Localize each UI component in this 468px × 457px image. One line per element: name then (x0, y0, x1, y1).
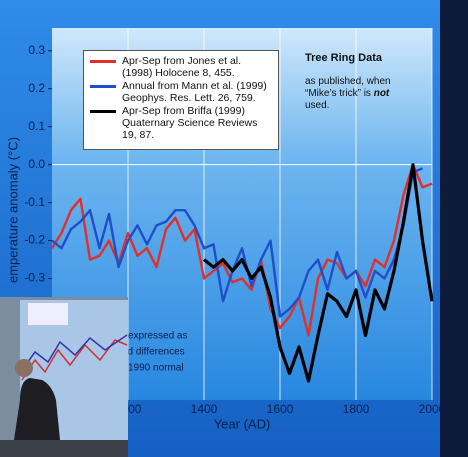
x-axis-label: Year (AD) (214, 416, 271, 431)
y-tick-label: -0.3 (24, 271, 45, 285)
x-tick-label: 1400 (191, 402, 218, 416)
legend-swatch (90, 85, 116, 88)
annotation-heading: Tree Ring Data (305, 52, 383, 64)
inset-floor (0, 440, 128, 457)
presenter-head (15, 359, 33, 377)
annotation: 1990 normal (128, 363, 184, 374)
legend: Apr-Sep from Jones et al. (1998) Holocen… (83, 50, 279, 150)
annotation: as published, when (305, 76, 391, 87)
annotation: expressed as (128, 331, 187, 342)
annotation-block: Tree Ring Data as published, when “Mike’… (305, 52, 391, 112)
y-axis-label: emperature anomaly (°C) (5, 137, 20, 283)
x-tick-label: 1600 (267, 402, 294, 416)
series-line (203, 163, 434, 383)
legend-label: Annual from Mann et al. (1999) Geophys. … (122, 80, 267, 104)
y-tick-label: -0.1 (24, 195, 45, 209)
y-tick-label: -0.2 (24, 233, 45, 247)
legend-swatch (90, 110, 116, 113)
legend-swatch (90, 60, 116, 63)
legend-label: Apr-Sep from Briffa (1999) Quaternary Sc… (122, 105, 258, 141)
series-line (51, 167, 423, 318)
y-tick-label: 0.0 (28, 157, 45, 171)
x-tick-label: 2000 (419, 402, 446, 416)
annotation: ed differences (122, 347, 185, 358)
inset-line (21, 334, 128, 371)
annotation-emphasis: not (373, 88, 390, 99)
y-tick-label: 0.1 (28, 119, 45, 133)
frame-edge (440, 0, 468, 457)
legend-entry: Apr-Sep from Jones et al. (1998) Holocen… (88, 55, 274, 79)
x-tick-label: 1800 (343, 402, 370, 416)
annotation: “Mike’s trick” is (305, 88, 371, 99)
inset-legend (28, 303, 68, 325)
legend-entry: Apr-Sep from Briffa (1999) Quaternary Sc… (88, 105, 274, 141)
y-tick-label: 0.3 (28, 43, 45, 57)
legend-label: Apr-Sep from Jones et al. (1998) Holocen… (122, 55, 242, 79)
video-inset (0, 297, 128, 457)
y-tick-label: 0.2 (28, 81, 45, 95)
annotation-line: “Mike’s trick” is not (305, 88, 391, 100)
annotation: used. (305, 100, 330, 111)
presenter (14, 378, 60, 440)
legend-entry: Annual from Mann et al. (1999) Geophys. … (88, 80, 274, 104)
